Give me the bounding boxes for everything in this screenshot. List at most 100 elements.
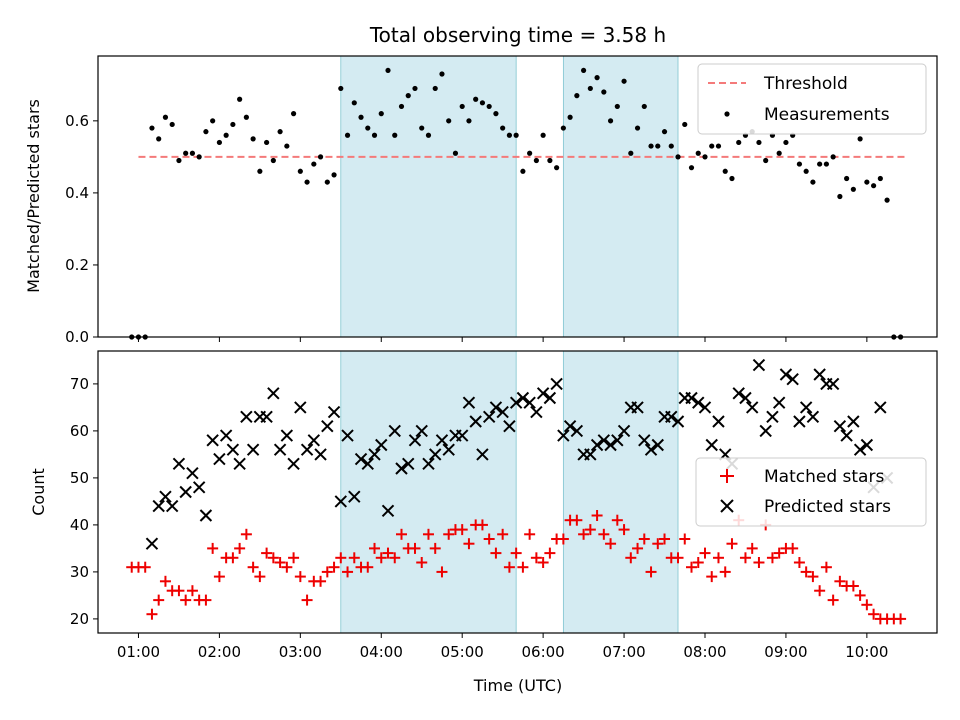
xtick-label: 05:00 [441,643,484,661]
measurement-point [587,85,593,92]
predicted-star-point [482,410,496,424]
matched-star-point [524,528,536,540]
matched-star-point [868,608,880,620]
matched-star-point [321,566,333,578]
matched-star-point [153,594,165,606]
measurement-point [884,197,890,203]
predicted-star-point [503,419,516,433]
predicted-star-point [429,448,442,461]
matched-star-point [672,552,684,564]
matched-star-point [591,510,603,521]
measurement-point [297,168,303,174]
measurement-point [331,172,337,178]
predicted-star-point [375,438,388,452]
matched-star-point [267,552,279,564]
measurement-point [392,132,398,138]
predicted-star-point [793,415,806,428]
measurement-point [317,154,324,160]
predicted-star-point [833,419,847,433]
matched-star-point [503,561,515,573]
predicted-star-point [759,424,772,438]
measurement-point [183,150,189,156]
predicted-star-point [739,391,752,405]
measurement-point [810,179,816,185]
matched-star-point [207,542,219,554]
measurement-point [419,125,425,131]
predicted-star-point [233,457,246,471]
bottom-ytick-label: 60 [70,422,89,440]
measurement-point [513,132,519,138]
measurement-point [628,150,634,156]
measurement-point [675,154,681,160]
measurement-point [176,157,182,164]
measurement-point [574,93,580,99]
matched-star-point [739,552,751,564]
matched-star-point [800,566,812,578]
matched-star-point [301,594,313,606]
matched-star-point [497,528,509,540]
matched-star-point [476,519,488,531]
bottom-ytick-label: 70 [70,375,89,393]
predicted-star-point [874,401,887,414]
top-ytick-label: 0.0 [65,328,89,346]
measurement-point [756,139,762,146]
matched-star-point [787,542,799,554]
measurement-point [156,136,162,142]
predicted-star-point [159,490,172,503]
xtick-label: 09:00 [764,643,807,661]
measurement-point [668,143,674,149]
measurement-point [864,179,870,185]
predicted-star-point [604,438,617,452]
measurement-point [479,100,486,106]
predicted-star-point [543,391,557,405]
measurement-point [405,93,411,99]
matched-star-point [584,524,596,536]
matched-star-point [247,561,259,573]
predicted-star-point [685,391,698,405]
predicted-star-point [267,387,280,400]
measurement-point [365,125,371,131]
matched-star-point [625,552,637,564]
top-plot-frame [97,55,938,338]
predicted-star-point [745,401,759,414]
predicted-star-point [442,443,455,456]
predicted-star-point [671,415,685,428]
measurement-point [493,111,499,117]
predicted-star-point [354,452,368,466]
predicted-star-point [772,396,786,409]
measurement-point [850,186,856,192]
measurement-point [729,175,735,182]
predicted-star-point [240,410,253,424]
bottom-panel-counts: 20 30 40 50 60 70 01:00 02:00 03:00 04:00 05:00 06:… [70,350,938,661]
matched-star-point [456,524,468,536]
measurement-point [554,165,560,171]
predicted-star-point [516,391,530,405]
measurement-point [634,125,641,131]
predicted-star-point [806,410,820,424]
predicted-star-point [584,448,597,461]
measurement-point [149,125,155,131]
measurement-point [351,100,357,106]
measurement-point [189,150,196,156]
measurement-point [641,103,647,110]
matched-star-point [598,528,610,540]
matched-star-point [422,528,434,540]
predicted-star-point [260,410,273,424]
predicted-star-point [334,495,348,508]
xtick-label: 01:00 [117,643,160,661]
predicted-star-point [415,424,428,438]
bottom-ytick-label: 40 [70,516,89,534]
measurement-point [877,175,883,182]
bottom-shaded-span-1 [562,350,679,634]
matched-star-point [557,533,569,545]
predicted-star-point [361,457,374,471]
predicted-star-point [617,424,631,438]
measurement-point [560,125,566,131]
matched-star-point [530,552,542,564]
predicted-star-point [509,396,523,409]
matched-star-point [611,514,623,526]
matched-star-point [173,585,185,597]
measurement-point [446,118,452,124]
xtick-label: 08:00 [683,643,726,661]
measurement-point [277,129,283,135]
